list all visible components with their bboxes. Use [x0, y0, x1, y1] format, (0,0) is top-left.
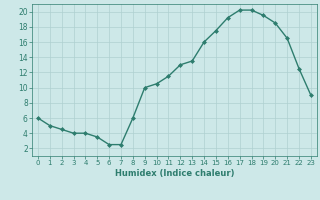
X-axis label: Humidex (Indice chaleur): Humidex (Indice chaleur) — [115, 169, 234, 178]
